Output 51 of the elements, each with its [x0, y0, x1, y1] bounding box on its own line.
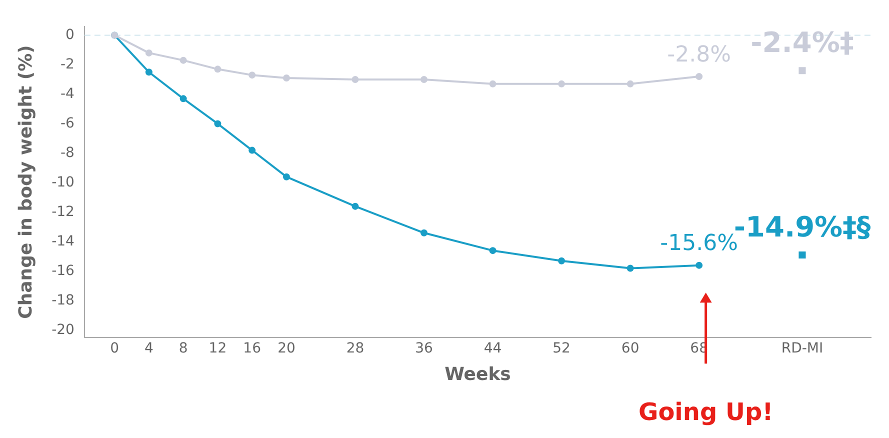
x-tick-label: 28 [346, 340, 364, 357]
point [420, 229, 428, 236]
y-tick-label: -2 [60, 56, 74, 72]
point [352, 76, 359, 83]
point [798, 251, 806, 259]
x-tick-label: 8 [178, 340, 188, 357]
point [145, 68, 152, 76]
point [558, 257, 566, 264]
point [214, 66, 222, 73]
point [558, 80, 566, 88]
point [420, 76, 428, 83]
x-tick-label: 0 [110, 340, 120, 357]
x-tick-label: 60 [621, 340, 640, 357]
x-tick-label: 52 [552, 340, 570, 357]
y-tick-label: -8 [60, 144, 74, 161]
y-tick-label: -6 [60, 115, 75, 132]
point [282, 173, 290, 180]
point [626, 264, 634, 272]
point [145, 49, 152, 56]
text: Going Up! [638, 398, 774, 426]
x-tick-label: 20 [278, 340, 296, 357]
point [696, 262, 703, 269]
point [180, 56, 187, 64]
point [248, 72, 256, 79]
point [180, 95, 187, 102]
point [214, 120, 222, 128]
x-tick-label: 4 [144, 340, 154, 357]
y-tick-label: -20 [52, 322, 74, 338]
point [282, 74, 290, 82]
y-tick-label: -10 [52, 174, 74, 190]
point [489, 247, 496, 254]
x-tick-label: 44 [484, 340, 502, 357]
x-tick-label: 36 [415, 340, 433, 357]
y-tick-label: -14 [52, 233, 75, 250]
x-tick-label: 16 [243, 340, 262, 357]
y-tick-label: -4 [60, 86, 75, 102]
x-tick-label: RD-MI [781, 340, 824, 357]
y-tick-label: -12 [52, 204, 74, 220]
point [248, 146, 256, 154]
y-tick-label: -16 [52, 262, 75, 279]
y-axis-title: Change in body weight (%) [15, 45, 36, 319]
y-tick-label: 0 [66, 26, 74, 43]
point [626, 80, 634, 88]
point [798, 67, 806, 74]
x-axis-title: Weeks [444, 364, 511, 385]
y-tick-label: -18 [52, 292, 74, 308]
point [352, 202, 359, 210]
data-label: -15.6% [660, 231, 738, 256]
point [489, 80, 496, 88]
x-tick-label: 12 [208, 340, 227, 357]
point [696, 73, 703, 80]
